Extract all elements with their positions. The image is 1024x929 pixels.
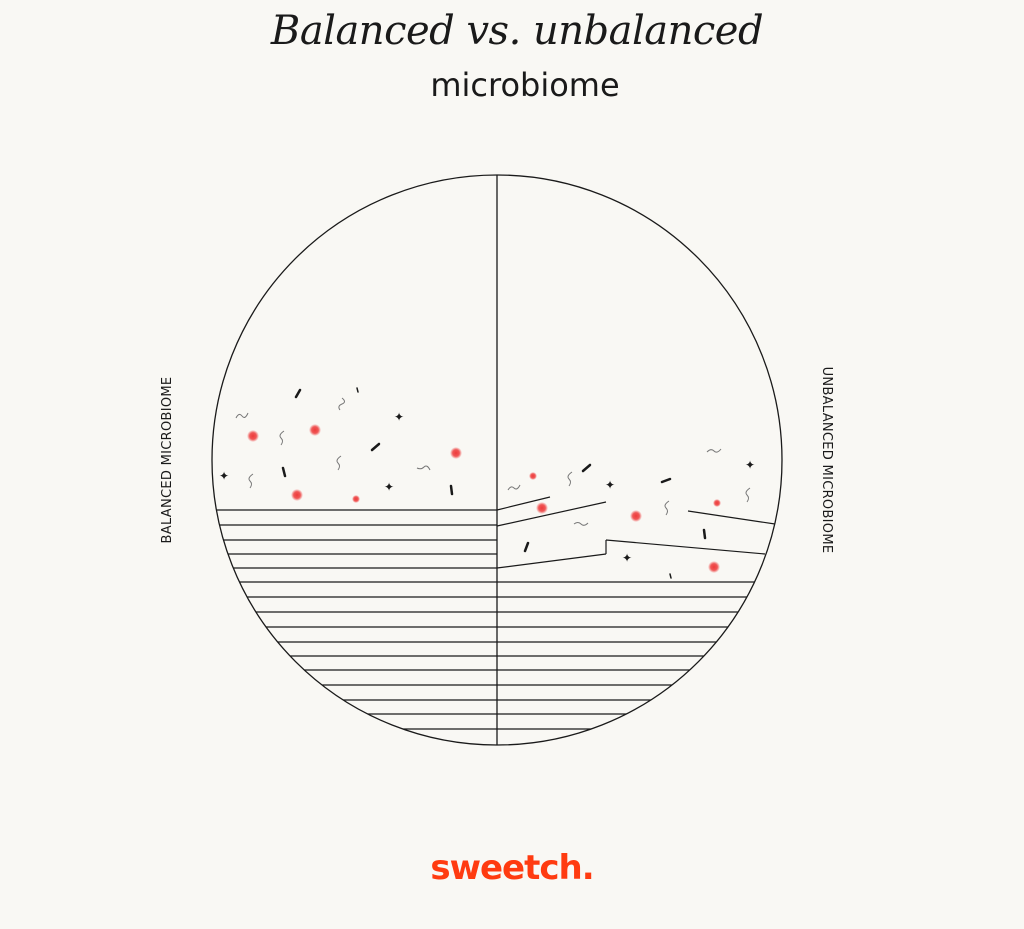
svg-text:✦: ✦ [745, 458, 755, 472]
svg-text:✦: ✦ [384, 480, 394, 494]
right-rod-microbes [523, 463, 707, 579]
left-hatching [212, 509, 497, 730]
svg-text:✦: ✦ [219, 469, 229, 483]
label-balanced-microbiome: BALANCED MICROBIOME [160, 376, 175, 544]
right-star-microbes: ✦ ✦ ✦ [605, 458, 755, 565]
right-red-microbes [529, 472, 721, 573]
label-unbalanced-microbiome: UNBALANCED MICROBIOME [819, 366, 834, 554]
left-rod-microbes [281, 387, 454, 496]
left-spiral-microbes [235, 397, 431, 489]
left-red-microbes [247, 424, 462, 503]
svg-text:✦: ✦ [394, 410, 404, 424]
right-spiral-microbes [507, 448, 751, 526]
right-hatching [496, 496, 782, 730]
svg-text:✦: ✦ [605, 478, 615, 492]
left-star-microbes: ✦ ✦ ✦ [219, 410, 404, 494]
brand-logo: sweetch. [430, 848, 594, 888]
title-main: Balanced vs. unbalanced [270, 8, 764, 54]
title-sub: microbiome [430, 66, 620, 104]
svg-text:✦: ✦ [622, 551, 632, 565]
